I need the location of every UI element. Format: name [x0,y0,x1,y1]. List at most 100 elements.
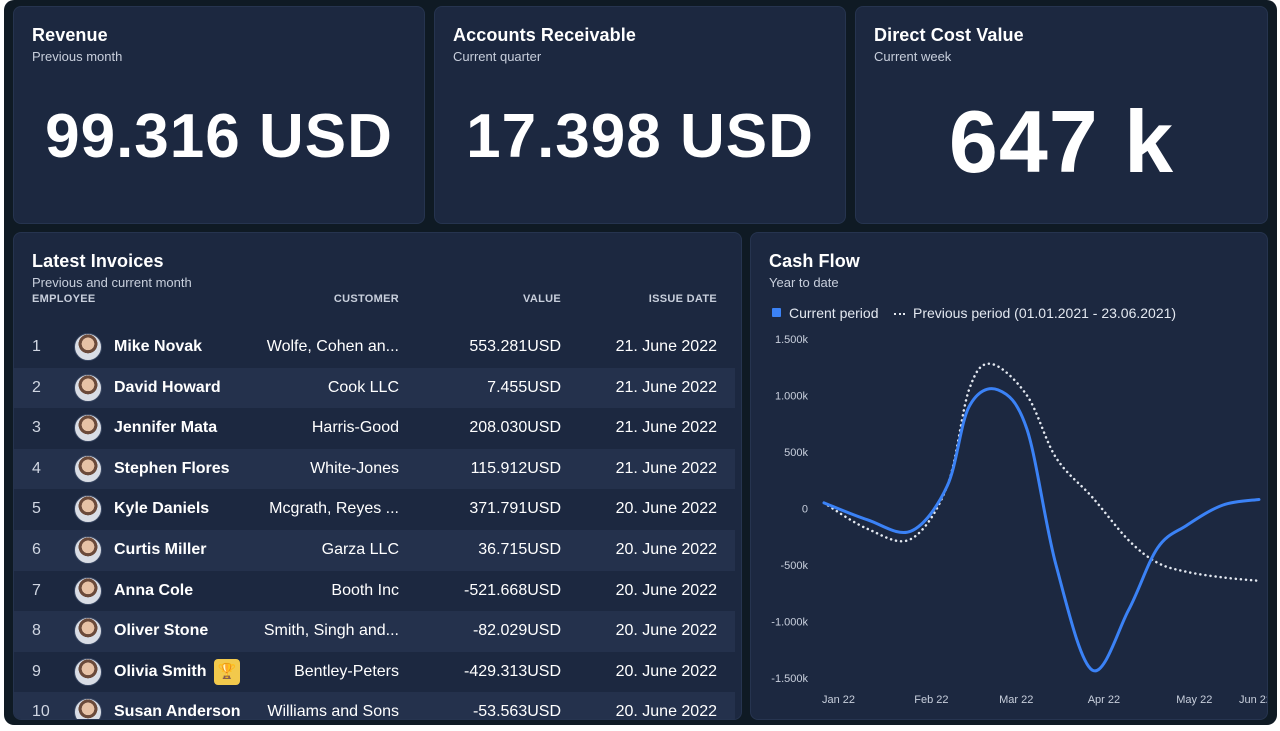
table-row[interactable]: 10 Susan Anderson Williams and Sons -53.563… [14,692,735,720]
legend-current-period[interactable]: Current period [772,305,879,321]
customer-name: Booth Inc [331,581,399,599]
x-tick-label: Jan 22 [822,694,855,706]
issue-date: 20. June 2022 [615,703,717,720]
issue-date: 21. June 2022 [615,378,717,396]
issue-date: 21. June 2022 [615,419,717,437]
customer-name: White-Jones [310,459,399,477]
customer-name: Garza LLC [321,541,399,558]
invoice-value: 371.791USD [469,500,561,518]
card-subtitle: Current quarter [453,49,542,64]
row-index: 6 [32,541,41,558]
column-header-value[interactable]: VALUE [523,293,561,305]
employee-name[interactable]: Mike Novak [114,338,203,355]
x-tick-label: Mar 22 [999,694,1033,706]
employee-name[interactable]: Jennifer Mata [114,419,218,437]
table-row[interactable]: 5 Kyle Daniels Mcgrath, Reyes ... 371.791US… [14,489,735,530]
card-subtitle: Current week [874,49,952,64]
column-header-employee[interactable]: EMPLOYEE [32,293,96,305]
issue-date: 20. June 2022 [615,581,717,599]
y-tick-label: -500k [780,560,808,572]
kpi-card-revenue[interactable]: Revenue Previous month 99.316 USD [13,6,425,224]
table-row[interactable]: 7 Anna Cole Booth Inc -521.668USD 20. June 2… [14,571,735,612]
legend-previous-period[interactable]: Previous period (01.01.2021 - 23.06.2021… [894,305,1176,321]
cash-flow-card: Cash Flow Year to date Current period Pr… [750,232,1268,720]
table-row[interactable]: 3 Jennifer Mata Harris-Good 208.030USD 21. J… [14,408,735,449]
invoice-value: 553.281USD [469,338,561,355]
kpi-value: 647 k [948,92,1175,191]
card-subtitle: Previous month [32,49,123,64]
kpi-value: 99.316 USD [45,102,393,171]
customer-name: Mcgrath, Reyes ... [269,500,399,518]
employee-name[interactable]: Oliver Stone [114,622,209,640]
latest-invoices-card: Latest Invoices Previous and current mon… [13,232,742,720]
customer-name: Wolfe, Cohen an... [266,338,399,355]
issue-date: 20. June 2022 [615,622,717,640]
employee-name[interactable]: Kyle Daniels [114,500,210,518]
table-row[interactable]: 4 Stephen Flores White-Jones 115.912USD 21. … [14,448,735,490]
customer-name: Harris-Good [311,419,399,437]
customer-name: Bentley-Peters [294,662,399,680]
table-row[interactable]: 1 Mike Novak Wolfe, Cohen an... 553.281USD 2… [14,327,735,368]
issue-date: 21. June 2022 [615,459,717,477]
row-index: 9 [32,662,41,680]
row-index: 10 [32,703,50,720]
legend-dotted-line [894,313,905,315]
avatar [74,698,102,719]
avatar [74,617,102,646]
legend-label: Previous period (01.01.2021 - 23.06.2021… [913,305,1177,321]
row-index: 4 [32,459,41,477]
kpi-card-accounts-receivable[interactable]: Accounts Receivable Current quarter 17.3… [434,6,846,224]
table-row[interactable]: 2 David Howard Cook LLC 7.455USD 21. June 20… [14,367,735,409]
avatar [74,536,102,564]
card-subtitle: Previous and current month [32,275,192,290]
row-index: 8 [32,622,41,640]
invoice-value: 115.912USD [470,459,561,477]
dashboard-frame: Revenue Previous month 99.316 USD Accoun… [4,0,1277,725]
legend-swatch [772,308,781,317]
row-index: 5 [32,500,41,518]
table-row[interactable]: 9 Olivia Smith 🏆 Bentley-Peters -429.313USD 2… [14,652,735,693]
employee-name[interactable]: Susan Anderson [114,703,241,720]
x-tick-label: Apr 22 [1088,694,1120,706]
row-index: 3 [32,419,41,437]
issue-date: 20. June 2022 [615,541,717,558]
avatar [74,333,102,361]
previous-period-line[interactable] [822,362,1261,583]
table-row[interactable]: 8 Oliver Stone Smith, Singh and... -82.029U… [14,611,735,652]
invoice-value: 208.030USD [469,419,561,437]
issue-date: 20. June 2022 [615,500,717,518]
card-title: Accounts Receivable [453,25,636,45]
employee-name[interactable]: Stephen Flores [114,459,230,477]
avatar [74,373,102,402]
invoice-value: -53.563USD [472,703,561,720]
column-header-customer[interactable]: CUSTOMER [333,293,399,305]
y-tick-label: 0 [802,504,808,516]
x-tick-label: Feb 22 [914,694,948,706]
y-tick-label: 1.500k [775,334,809,346]
customer-name: Smith, Singh and... [263,622,399,640]
customer-name: Cook LLC [327,378,399,396]
table-row[interactable]: 6 Curtis Miller Garza LLC 36.715USD 20. June… [14,530,735,571]
row-index: 7 [32,581,41,599]
card-title: Revenue [32,25,108,45]
kpi-value: 17.398 USD [466,102,814,171]
y-tick-label: 1.000k [775,391,809,403]
card-title: Cash Flow [769,251,860,271]
cash-flow-chart[interactable]: 1.500k 1.000k 500k 0 -500k -1.000k -1.500k Jan … [751,233,1268,720]
kpi-card-direct-cost[interactable]: Direct Cost Value Current week 647 k [855,6,1268,224]
y-tick-label: -1.000k [771,617,808,629]
avatar [74,414,102,443]
current-period-line[interactable] [822,387,1261,673]
employee-name[interactable]: Olivia Smith [114,662,207,680]
avatar [74,657,102,686]
column-header-issue-date[interactable]: ISSUE DATE [648,293,717,305]
employee-name[interactable]: Curtis Miller [114,541,207,558]
avatar [74,576,102,605]
card-subtitle: Year to date [769,275,839,290]
issue-date: 20. June 2022 [615,662,717,680]
avatar [74,495,102,524]
invoice-value: -82.029USD [472,622,561,640]
employee-name[interactable]: David Howard [114,378,221,396]
employee-name[interactable]: Anna Cole [114,581,194,599]
legend-label: Current period [789,305,879,321]
